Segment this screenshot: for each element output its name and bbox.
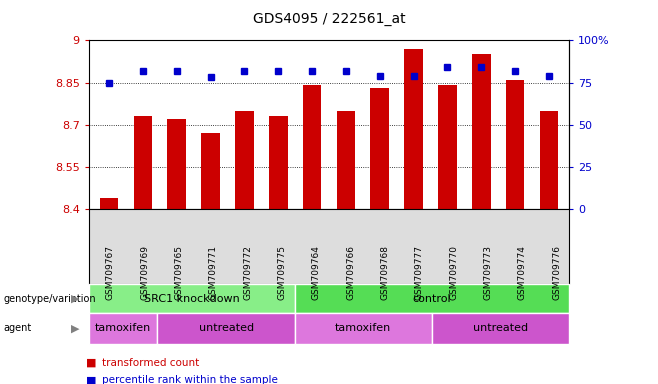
Text: ▶: ▶ xyxy=(72,323,80,333)
Bar xyxy=(540,111,558,209)
Text: GSM709766: GSM709766 xyxy=(346,245,355,300)
Bar xyxy=(404,49,423,209)
Bar xyxy=(303,85,321,209)
Bar xyxy=(100,198,118,209)
Text: agent: agent xyxy=(3,323,32,333)
Text: transformed count: transformed count xyxy=(102,358,199,368)
Bar xyxy=(168,119,186,209)
Text: untreated: untreated xyxy=(473,323,528,333)
Text: GSM709773: GSM709773 xyxy=(484,245,492,300)
Text: GSM709777: GSM709777 xyxy=(415,245,424,300)
Text: tamoxifen: tamoxifen xyxy=(95,323,151,333)
Text: SRC1 knockdown: SRC1 knockdown xyxy=(144,293,240,304)
Text: ■: ■ xyxy=(86,358,96,368)
Bar xyxy=(134,116,152,209)
Text: ■: ■ xyxy=(86,375,96,384)
Bar xyxy=(201,133,220,209)
Text: GSM709767: GSM709767 xyxy=(106,245,115,300)
Text: tamoxifen: tamoxifen xyxy=(335,323,392,333)
Text: GSM709770: GSM709770 xyxy=(449,245,458,300)
Text: GSM709765: GSM709765 xyxy=(174,245,184,300)
Bar xyxy=(472,55,490,209)
Bar xyxy=(269,116,288,209)
Text: ▶: ▶ xyxy=(72,293,80,304)
Text: GSM709769: GSM709769 xyxy=(140,245,149,300)
Text: control: control xyxy=(413,293,451,304)
Bar xyxy=(370,88,389,209)
Bar xyxy=(337,111,355,209)
Text: GSM709775: GSM709775 xyxy=(278,245,286,300)
Bar xyxy=(235,111,254,209)
Text: GSM709772: GSM709772 xyxy=(243,245,252,300)
Text: GSM709776: GSM709776 xyxy=(552,245,561,300)
Text: percentile rank within the sample: percentile rank within the sample xyxy=(102,375,278,384)
Text: genotype/variation: genotype/variation xyxy=(3,293,96,304)
Bar xyxy=(438,85,457,209)
Text: GSM709771: GSM709771 xyxy=(209,245,218,300)
Text: GSM709764: GSM709764 xyxy=(312,245,321,300)
Text: GSM709774: GSM709774 xyxy=(518,245,526,300)
Bar xyxy=(506,80,524,209)
Text: GDS4095 / 222561_at: GDS4095 / 222561_at xyxy=(253,12,405,25)
Text: untreated: untreated xyxy=(199,323,253,333)
Text: GSM709768: GSM709768 xyxy=(380,245,390,300)
